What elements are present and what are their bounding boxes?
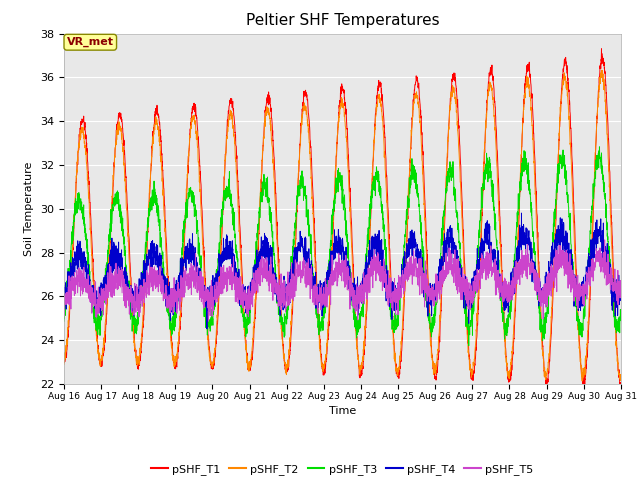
pSHF_T5	[124, 295, 131, 301]
pSHF_T2	[598, 67, 605, 73]
pSHF_T2	[606, 204, 614, 209]
pSHF_T1	[617, 382, 625, 387]
Legend: pSHF_T1, pSHF_T2, pSHF_T3, pSHF_T4, pSHF_T5: pSHF_T1, pSHF_T2, pSHF_T3, pSHF_T4, pSHF…	[147, 460, 538, 480]
pSHF_T1	[298, 115, 305, 121]
pSHF_T4	[124, 273, 131, 279]
pSHF_T5	[298, 267, 306, 273]
pSHF_T3	[157, 235, 164, 241]
pSHF_T1	[274, 235, 282, 240]
pSHF_T5	[60, 290, 68, 296]
pSHF_T3	[617, 308, 625, 314]
pSHF_T1	[606, 178, 614, 184]
pSHF_T3	[274, 288, 282, 294]
pSHF_T4	[547, 264, 554, 270]
pSHF_T1	[60, 358, 68, 364]
pSHF_T2	[124, 226, 131, 232]
pSHF_T1	[157, 136, 164, 142]
pSHF_T5	[546, 272, 554, 278]
pSHF_T3	[546, 271, 554, 277]
pSHF_T5	[601, 237, 609, 243]
Line: pSHF_T2: pSHF_T2	[64, 70, 621, 381]
pSHF_T5	[157, 281, 164, 287]
pSHF_T3	[124, 279, 131, 285]
pSHF_T2	[579, 378, 586, 384]
Text: VR_met: VR_met	[67, 37, 114, 48]
Line: pSHF_T5: pSHF_T5	[64, 240, 621, 321]
pSHF_T2	[60, 361, 68, 367]
pSHF_T3	[606, 270, 614, 276]
pSHF_T2	[157, 148, 164, 154]
pSHF_T4	[617, 294, 625, 300]
pSHF_T1	[124, 205, 131, 211]
Line: pSHF_T4: pSHF_T4	[64, 213, 621, 329]
Y-axis label: Soil Temperature: Soil Temperature	[24, 162, 35, 256]
pSHF_T5	[606, 282, 614, 288]
pSHF_T5	[205, 318, 212, 324]
X-axis label: Time: Time	[329, 406, 356, 416]
pSHF_T3	[60, 318, 68, 324]
pSHF_T3	[596, 144, 604, 150]
pSHF_T3	[298, 183, 305, 189]
pSHF_T2	[546, 342, 554, 348]
pSHF_T4	[518, 210, 525, 216]
Line: pSHF_T1: pSHF_T1	[64, 49, 621, 387]
Title: Peltier SHF Temperatures: Peltier SHF Temperatures	[246, 13, 439, 28]
Line: pSHF_T3: pSHF_T3	[64, 147, 621, 346]
pSHF_T4	[606, 269, 614, 275]
pSHF_T5	[617, 288, 625, 294]
pSHF_T4	[298, 243, 306, 249]
pSHF_T4	[203, 326, 211, 332]
pSHF_T3	[465, 343, 472, 348]
pSHF_T1	[598, 46, 605, 52]
pSHF_T1	[616, 384, 624, 390]
pSHF_T2	[298, 115, 305, 120]
pSHF_T4	[157, 259, 164, 265]
pSHF_T2	[274, 250, 282, 255]
pSHF_T1	[546, 354, 554, 360]
pSHF_T2	[617, 377, 625, 383]
pSHF_T4	[274, 294, 282, 300]
pSHF_T4	[60, 288, 68, 293]
pSHF_T5	[274, 287, 282, 293]
